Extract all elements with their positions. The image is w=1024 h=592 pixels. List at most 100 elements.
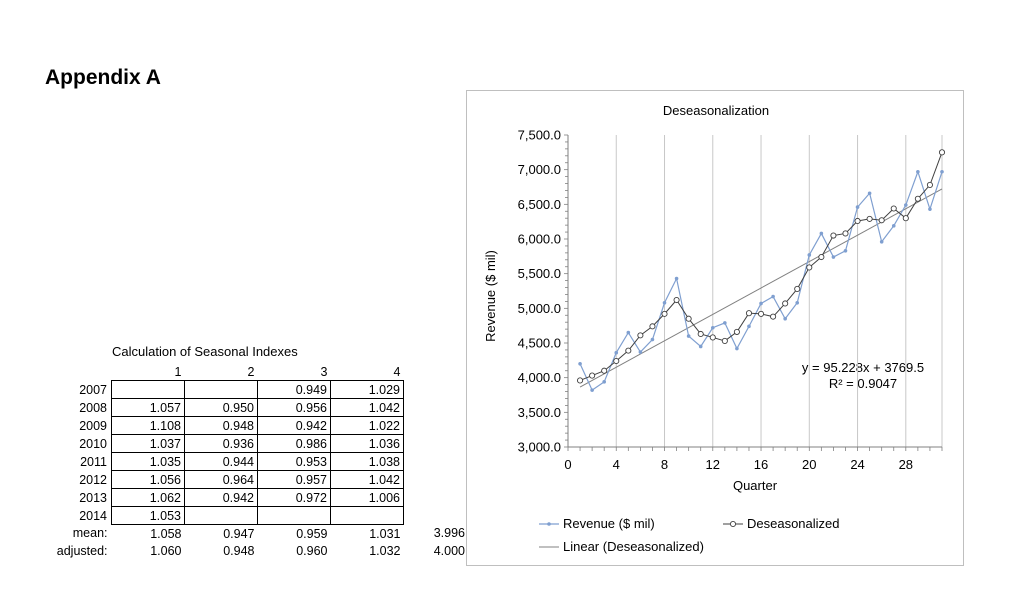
index-cell: 0.948 bbox=[184, 416, 258, 435]
year-label: 2007 bbox=[79, 382, 107, 397]
deseasonalized-point bbox=[878, 217, 885, 224]
deseasonalized-point bbox=[757, 310, 765, 317]
legend-deseasonalized-label: Deseasonalized bbox=[747, 516, 840, 531]
table-row: 2007 0.949 1.029 bbox=[40, 380, 468, 399]
deseasonalized-point bbox=[818, 253, 825, 261]
deseasonalized-point bbox=[794, 285, 801, 292]
index-cell bbox=[330, 506, 404, 525]
x-tick-label: 16 bbox=[754, 457, 768, 472]
deseasonalized-point bbox=[902, 215, 909, 222]
index-cell bbox=[257, 506, 331, 525]
deseasonalized-point bbox=[914, 195, 921, 202]
index-cell: 1.038 bbox=[330, 452, 404, 471]
revenue-point bbox=[674, 276, 679, 281]
deseasonalized-point bbox=[770, 313, 777, 320]
table-title: Calculation of Seasonal Indexes bbox=[112, 344, 298, 359]
y-axis-label: Revenue ($ mil) bbox=[483, 250, 498, 342]
index-cell: 1.035 bbox=[111, 452, 185, 471]
deseasonalized-point bbox=[733, 328, 740, 335]
quarter-header: 2 bbox=[247, 364, 255, 379]
chart-area: Deseasonalization Revenue ($ mil) Quarte… bbox=[466, 90, 964, 566]
deseasonalized-point bbox=[685, 315, 692, 322]
x-axis-label: Quarter bbox=[733, 478, 778, 493]
deseasonalized-point bbox=[637, 332, 644, 339]
x-tick-label: 8 bbox=[661, 457, 668, 472]
index-cell: 1.022 bbox=[330, 416, 404, 435]
legend-revenue-label: Revenue ($ mil) bbox=[563, 516, 655, 531]
y-tick-label: 4,000.0 bbox=[518, 370, 561, 385]
deseasonalized-point bbox=[709, 334, 716, 341]
adjusted-cell: 1.060 bbox=[150, 543, 182, 558]
year-label: 2012 bbox=[79, 472, 107, 487]
revenue-point bbox=[650, 337, 655, 342]
table-corner bbox=[40, 363, 112, 381]
mean-cell: 1.058 bbox=[150, 526, 182, 541]
index-cell: 1.053 bbox=[111, 506, 185, 525]
table-row: 2010 1.037 0.936 0.986 1.036 bbox=[40, 434, 468, 453]
revenue-point bbox=[831, 255, 836, 259]
revenue-point bbox=[940, 169, 944, 174]
revenue-point bbox=[843, 248, 848, 253]
mean-cell: 1.031 bbox=[369, 526, 401, 541]
quarter-header: 1 bbox=[174, 364, 182, 379]
index-cell: 1.042 bbox=[330, 398, 404, 417]
y-tick-label: 5,000.0 bbox=[518, 301, 561, 316]
index-cell bbox=[111, 380, 185, 399]
seasonal-index-table: 1 2 3 4 2007 0.949 1.029 2008 1.057 0.95… bbox=[40, 363, 468, 559]
deseasonalized-point bbox=[721, 337, 728, 344]
revenue-point bbox=[879, 239, 884, 244]
table-row: 2008 1.057 0.950 0.956 1.042 bbox=[40, 398, 468, 417]
deseasonalized-point bbox=[745, 310, 753, 317]
x-tick-label: 12 bbox=[706, 457, 720, 472]
index-cell: 0.953 bbox=[257, 452, 331, 471]
index-cell: 0.942 bbox=[257, 416, 331, 435]
deseasonalized-point bbox=[673, 296, 680, 304]
y-tick-label: 6,500.0 bbox=[518, 197, 561, 212]
index-cell: 1.056 bbox=[111, 470, 185, 489]
deseasonalized-point bbox=[589, 372, 596, 379]
deseasonalized-point bbox=[938, 149, 946, 156]
revenue-point bbox=[735, 346, 739, 351]
index-cell: 1.006 bbox=[330, 488, 404, 507]
deseasonalized-point bbox=[842, 230, 849, 237]
adjusted-label: adjusted: bbox=[56, 543, 108, 558]
year-label: 2008 bbox=[79, 400, 107, 415]
index-cell: 0.944 bbox=[184, 452, 258, 471]
deseasonalized-point bbox=[782, 300, 789, 307]
quarter-header: 3 bbox=[320, 364, 328, 379]
deseasonalized-point bbox=[854, 217, 861, 225]
y-tick-label: 6,000.0 bbox=[518, 232, 561, 247]
index-cell: 0.957 bbox=[257, 470, 331, 489]
deseasonalized-point bbox=[625, 347, 632, 354]
year-label: 2009 bbox=[79, 418, 107, 433]
index-cell: 0.986 bbox=[257, 434, 331, 453]
index-cell: 1.036 bbox=[330, 434, 404, 453]
revenue-point bbox=[590, 388, 594, 392]
y-tick-label: 3,500.0 bbox=[518, 405, 561, 420]
y-tick-label: 5,500.0 bbox=[518, 266, 561, 281]
revenue-point bbox=[602, 380, 606, 384]
index-cell: 0.956 bbox=[257, 398, 331, 417]
revenue-point bbox=[723, 321, 727, 325]
deseasonalized-point bbox=[649, 323, 656, 330]
index-cell: 1.037 bbox=[111, 434, 185, 453]
index-cell: 0.942 bbox=[184, 488, 258, 507]
revenue-point bbox=[904, 203, 908, 207]
mean-label: mean: bbox=[72, 526, 108, 541]
revenue-point bbox=[710, 325, 715, 330]
trendline-r-squared: R² = 0.9047 bbox=[829, 376, 897, 391]
deseasonalized-point bbox=[577, 377, 584, 384]
index-cell: 0.972 bbox=[257, 488, 331, 507]
deseasonalized-point bbox=[661, 310, 668, 317]
index-cell: 1.042 bbox=[330, 470, 404, 489]
revenue-point bbox=[698, 344, 703, 349]
x-tick-label: 0 bbox=[564, 457, 571, 472]
adjusted-cell: 0.948 bbox=[223, 543, 255, 558]
deseasonalized-point bbox=[830, 232, 837, 239]
revenue-point bbox=[795, 300, 800, 305]
revenue-point bbox=[928, 207, 932, 211]
deseasonalized-point bbox=[697, 330, 704, 338]
deseasonalized-point bbox=[890, 205, 897, 212]
mean-sum: 3.996 bbox=[433, 526, 465, 541]
year-label: 2013 bbox=[79, 490, 107, 505]
